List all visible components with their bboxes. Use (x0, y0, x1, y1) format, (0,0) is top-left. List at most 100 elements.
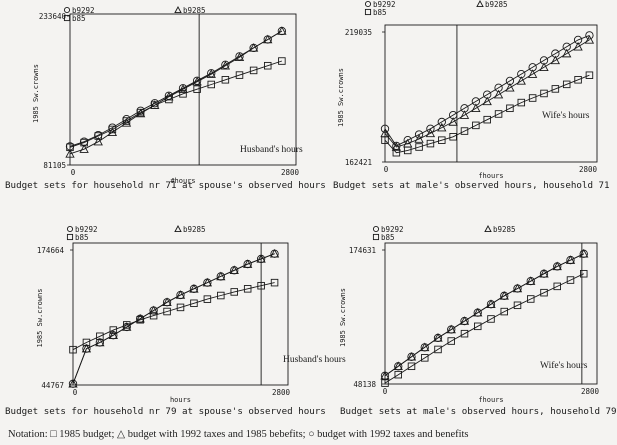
point-b9292 (483, 90, 492, 99)
point-b9285 (414, 134, 424, 143)
point-b85 (562, 80, 571, 89)
point-b9292 (579, 249, 588, 258)
x-tick-2800: 2800 (281, 168, 300, 177)
point-b85 (149, 311, 158, 320)
point-b85 (190, 299, 198, 308)
chart-panel-1: 233640 81105 1985 Sw.crowns 0 2800 #hours b929… (5, 6, 326, 191)
point-b9292 (407, 352, 416, 361)
x-tick-0: 0 (383, 387, 388, 396)
point-b85 (472, 121, 480, 130)
point-b85 (494, 110, 503, 118)
point-b9285 (584, 35, 595, 44)
point-b9292 (249, 43, 258, 53)
y-axis-label: 1985 Sw.crowns (32, 64, 40, 123)
point-b85 (394, 370, 403, 379)
legend-marker-b85 (66, 233, 74, 241)
chart-panel-4: 174631 48138 1985 Sw.crowns 0 2800 fhours b929… (339, 225, 617, 417)
point-b9292 (539, 269, 549, 278)
observed-hours-annotation: Husband's hours (283, 355, 346, 365)
point-b85 (483, 115, 491, 124)
point-b9292 (203, 278, 212, 287)
y-tick-top: 174631 (349, 246, 376, 255)
observed-hours-annotation: Wife's hours (540, 360, 588, 371)
point-b9292 (189, 284, 199, 293)
point-b9292 (79, 137, 89, 146)
point-b9285 (516, 76, 526, 85)
point-b9285 (135, 108, 146, 118)
point-b9292 (517, 69, 526, 79)
point-b85 (528, 94, 537, 102)
point-b9292 (403, 136, 412, 145)
point-b9292 (216, 272, 225, 281)
legend-marker-b9285 (476, 0, 484, 8)
y-axis-label: 1985 Sw.crowns (36, 288, 44, 347)
point-b9292 (122, 322, 131, 332)
x-tick-0: 0 (384, 165, 389, 174)
series-line-b85 (72, 282, 275, 351)
point-b9292 (562, 42, 571, 51)
y-tick-top: 233640 (39, 12, 67, 21)
y-tick-bottom: 81105 (43, 161, 66, 170)
point-b9285 (448, 117, 458, 126)
legend-label-b9285: b9285 (485, 0, 508, 9)
point-b9285 (505, 82, 515, 92)
point-b9292 (471, 97, 481, 106)
point-b9292 (585, 31, 594, 40)
point-b85 (449, 133, 457, 141)
x-axis-label: hours (170, 396, 191, 404)
legend-marker-b9285 (484, 225, 492, 233)
point-b9292 (553, 262, 562, 271)
point-b9292 (136, 106, 145, 115)
point-b9292 (460, 316, 469, 326)
point-b9285 (391, 142, 402, 151)
plot-frame (384, 24, 598, 163)
point-b9285 (425, 128, 436, 138)
y-tick-top: 219035 (345, 28, 372, 37)
point-b9292 (526, 276, 535, 286)
point-b9285 (65, 149, 75, 158)
legend-label-b9285: b9285 (183, 225, 206, 234)
point-b85 (438, 136, 446, 144)
point-b9292 (448, 110, 458, 120)
point-b9285 (539, 62, 549, 72)
x-tick-2800: 2800 (272, 388, 291, 397)
point-b9292 (426, 124, 435, 133)
legend-label-b85: b85 (373, 8, 387, 17)
legend-label-b9292: b9292 (381, 225, 404, 234)
plot-frame (384, 242, 598, 385)
point-b9292 (551, 49, 560, 58)
legend-label-b9292: b9292 (72, 6, 95, 15)
point-b9285 (150, 100, 160, 109)
point-b85 (163, 307, 171, 316)
point-b85 (243, 285, 252, 293)
point-b9292 (109, 331, 118, 340)
point-b9292 (65, 142, 75, 151)
point-b9285 (220, 60, 231, 70)
point-b9285 (493, 89, 504, 99)
point-b85 (460, 329, 469, 338)
chart-caption: Budget sets at male's observed hours, ho… (340, 406, 617, 417)
y-axis-label: 1985 Sw.crowns (337, 68, 345, 127)
series-line-b85 (69, 60, 283, 148)
chart-caption: Budget sets for household nr 71 at spous… (5, 180, 326, 191)
point-b85 (257, 281, 265, 290)
point-b85 (96, 332, 104, 341)
point-b9292 (192, 76, 202, 85)
legend-marker-b85 (372, 233, 380, 241)
point-b85 (407, 362, 416, 371)
point-b9292 (566, 255, 575, 265)
series-line-b9292 (384, 34, 590, 147)
point-b85 (447, 337, 456, 345)
point-b85 (203, 295, 212, 303)
point-b9285 (107, 127, 118, 137)
point-b9292 (433, 333, 443, 343)
point-b9285 (550, 55, 561, 65)
legend-label-b9285: b9285 (493, 225, 516, 234)
point-b85 (179, 90, 187, 98)
point-b85 (230, 288, 238, 296)
point-b85 (193, 85, 201, 93)
point-b85 (82, 338, 91, 347)
point-b9292 (230, 266, 239, 275)
x-tick-0: 0 (73, 388, 78, 397)
point-b9292 (437, 117, 446, 127)
